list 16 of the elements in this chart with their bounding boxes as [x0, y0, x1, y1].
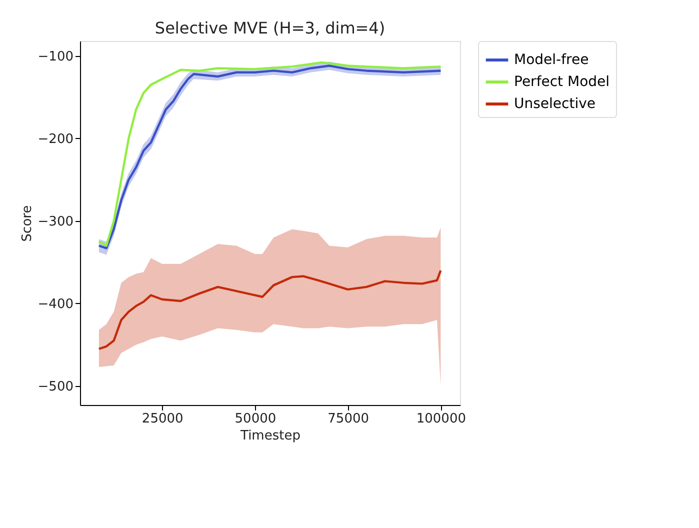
y-tick-label: −200 [38, 132, 74, 147]
chart-title: Selective MVE (H=3, dim=4) [154, 18, 386, 38]
x-axis-title: Timestep [240, 428, 300, 444]
x-tick-label: 100000 [416, 412, 466, 426]
legend-label: Unselective [514, 96, 596, 112]
y-tick-label: −400 [38, 296, 74, 312]
x-tick-label: 25000 [142, 412, 184, 426]
y-tick-label: −100 [38, 49, 74, 64]
y-axis-title: Score [20, 205, 35, 242]
y-tick-label: −500 [38, 380, 74, 395]
x-tick-label: 75000 [328, 412, 369, 426]
legend-label: Perfect Model [514, 74, 610, 90]
legend-label: Model-free [514, 52, 589, 68]
line-series [98, 269, 442, 350]
y-tick-label: −300 [38, 214, 74, 230]
x-tick-label: 50000 [234, 412, 276, 426]
